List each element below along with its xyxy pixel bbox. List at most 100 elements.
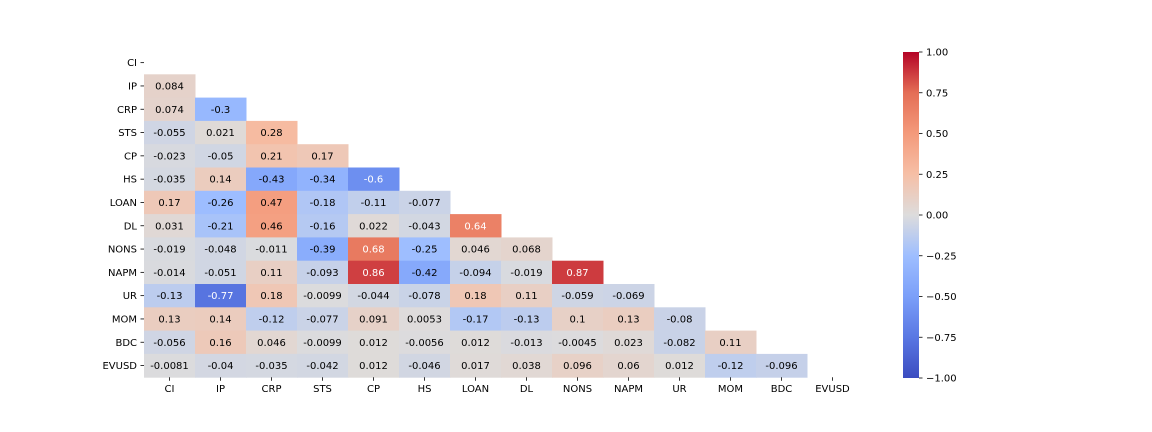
heatmap-cell bbox=[144, 330, 196, 355]
cell-value: -0.26 bbox=[208, 198, 234, 209]
heatmap-cell bbox=[450, 214, 502, 238]
cell-value: -0.051 bbox=[204, 268, 236, 279]
cell-value: -0.048 bbox=[204, 245, 236, 256]
heatmap-cell bbox=[297, 167, 349, 192]
x-tick-label: BDC bbox=[771, 384, 793, 395]
cell-value: 0.13 bbox=[617, 314, 639, 325]
cell-value: 0.012 bbox=[359, 361, 388, 372]
cell-value: -0.42 bbox=[412, 268, 438, 279]
cell-value: -0.082 bbox=[663, 338, 695, 349]
cell-value: 0.068 bbox=[512, 245, 541, 256]
heatmap-cell bbox=[399, 307, 451, 332]
cell-value: -0.078 bbox=[408, 291, 440, 302]
colorbar-gradient bbox=[903, 52, 919, 378]
heatmap-cell bbox=[348, 167, 400, 192]
cell-value: -0.3 bbox=[211, 105, 231, 116]
x-tick-label: CRP bbox=[262, 384, 282, 395]
cell-value: 0.68 bbox=[362, 245, 384, 256]
cell-value: -0.05 bbox=[208, 151, 234, 162]
cell-value: -0.011 bbox=[255, 245, 287, 256]
cell-value: 0.031 bbox=[155, 221, 184, 232]
heatmap-cell bbox=[501, 353, 553, 378]
heatmap-cell bbox=[195, 330, 247, 355]
cell-value: -0.093 bbox=[306, 268, 338, 279]
y-tick-label: EVUSD bbox=[102, 361, 137, 372]
x-tick-label: DL bbox=[520, 384, 534, 395]
cell-value: -0.16 bbox=[310, 221, 336, 232]
cell-value: -0.13 bbox=[157, 291, 183, 302]
heatmap-cell bbox=[552, 284, 604, 308]
cell-value: 0.0053 bbox=[407, 314, 442, 325]
heatmap-cell bbox=[144, 144, 196, 168]
cell-value: -0.43 bbox=[259, 175, 285, 186]
heatmap-cell bbox=[348, 214, 400, 238]
heatmap-cell bbox=[297, 190, 349, 215]
cell-value: -0.077 bbox=[306, 314, 338, 325]
cell-value: -0.18 bbox=[310, 198, 336, 209]
cell-value: -0.043 bbox=[408, 221, 440, 232]
cell-value: 0.046 bbox=[461, 245, 490, 256]
cell-value: -0.0099 bbox=[303, 338, 342, 349]
y-tick-label: CRP bbox=[117, 105, 137, 116]
cell-value: 0.012 bbox=[461, 338, 490, 349]
cell-value: 0.21 bbox=[260, 151, 282, 162]
heatmap-cell bbox=[705, 353, 757, 378]
heatmap-cell bbox=[348, 284, 400, 308]
y-tick-label: CI bbox=[127, 58, 137, 69]
heatmap-cell bbox=[297, 307, 349, 332]
heatmap-cell bbox=[144, 97, 196, 122]
cell-value: -0.11 bbox=[361, 198, 387, 209]
y-tick-label: UR bbox=[123, 291, 137, 302]
cell-value: -0.17 bbox=[463, 314, 489, 325]
cell-value: -0.77 bbox=[208, 291, 234, 302]
heatmap-cell bbox=[348, 237, 400, 262]
cell-value: -0.019 bbox=[153, 245, 185, 256]
heatmap-cell bbox=[246, 353, 298, 378]
colorbar-tick-label: 0.00 bbox=[926, 211, 948, 222]
heatmap-cell bbox=[552, 260, 604, 285]
heatmap-cell bbox=[246, 284, 298, 308]
cell-value: -0.0056 bbox=[405, 338, 444, 349]
heatmap-cell bbox=[348, 330, 400, 355]
heatmap-cells bbox=[144, 74, 808, 378]
heatmap-cell bbox=[195, 167, 247, 192]
cell-value: 0.017 bbox=[461, 361, 490, 372]
x-tick-label: LOAN bbox=[462, 384, 489, 395]
cell-value: 0.021 bbox=[206, 128, 235, 139]
heatmap-cell bbox=[195, 190, 247, 215]
cell-value: 0.17 bbox=[158, 198, 180, 209]
heatmap-cell bbox=[552, 330, 604, 355]
colorbar-tick-label: −0.25 bbox=[926, 251, 957, 262]
y-tick-label: DL bbox=[124, 221, 138, 232]
cell-value: 0.11 bbox=[719, 338, 741, 349]
cell-value: 0.084 bbox=[155, 81, 184, 92]
cell-value: -0.059 bbox=[561, 291, 593, 302]
cell-value: 0.023 bbox=[614, 338, 643, 349]
colorbar: 1.00 0.75 0.50 0.25 0.00 −0.25 −0.50 −0.75 −1.00 bbox=[903, 48, 957, 385]
colorbar-tick-label: −0.50 bbox=[926, 292, 957, 303]
y-tick-label: NAPM bbox=[108, 268, 137, 279]
colorbar-tick-label: 0.50 bbox=[926, 129, 948, 140]
x-tick-label: UR bbox=[672, 384, 686, 395]
y-tick-label: LOAN bbox=[110, 198, 137, 209]
heatmap-cell bbox=[399, 353, 451, 378]
colorbar-tick-label: 0.25 bbox=[926, 170, 948, 181]
heatmap-cell bbox=[246, 260, 298, 285]
x-tick-label: HS bbox=[418, 384, 432, 395]
cell-value: -0.035 bbox=[153, 175, 185, 186]
heatmap-cell bbox=[297, 353, 349, 378]
heatmap-cell bbox=[144, 74, 196, 99]
heatmap-cell bbox=[195, 307, 247, 332]
heatmap-cell bbox=[144, 237, 196, 262]
y-tick-label: BDC bbox=[115, 338, 137, 349]
cell-value: 0.091 bbox=[359, 314, 388, 325]
heatmap-cell bbox=[399, 330, 451, 355]
x-tick-label: EVUSD bbox=[815, 384, 850, 395]
heatmap-cell bbox=[450, 307, 502, 332]
heatmap-cell bbox=[603, 284, 655, 308]
heatmap-cell bbox=[552, 307, 604, 332]
heatmap-cell bbox=[195, 237, 247, 262]
cell-value: 0.14 bbox=[209, 175, 231, 186]
cell-value: -0.21 bbox=[208, 221, 234, 232]
heatmap-cell bbox=[501, 307, 553, 332]
